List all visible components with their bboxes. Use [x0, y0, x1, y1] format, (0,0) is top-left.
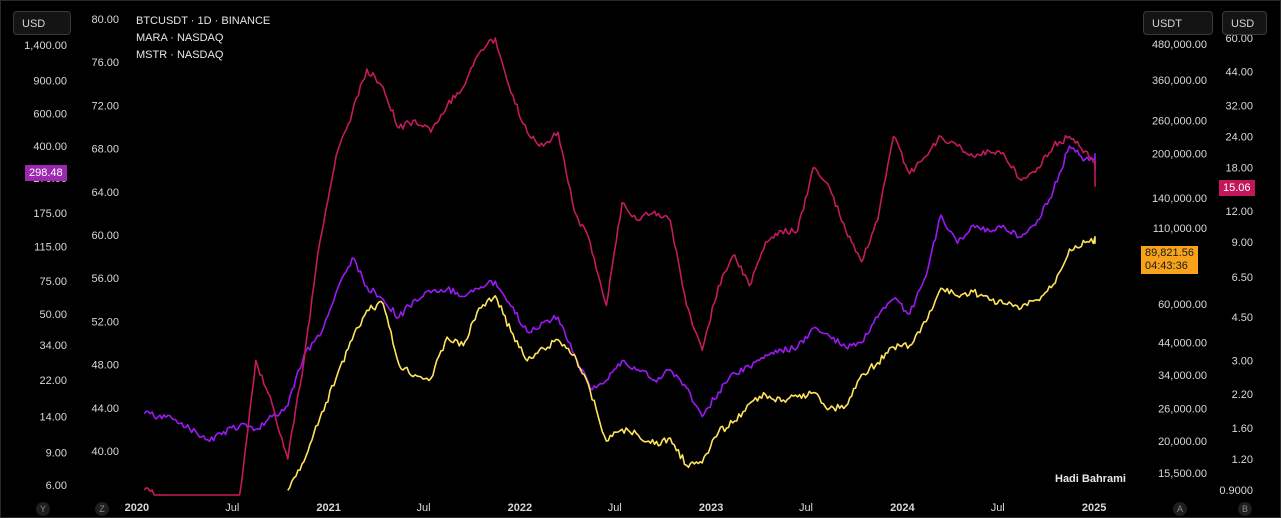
price-tick-label: 6.00	[46, 480, 67, 492]
a-axis-settings-button[interactable]: A	[1173, 502, 1187, 516]
price-tick-label: 1.20	[1232, 454, 1253, 466]
mara-last-price-badge: 15.06	[1219, 180, 1255, 196]
b-axis-settings-button[interactable]: B	[1238, 502, 1252, 516]
time-tick-label: 2021	[316, 502, 340, 514]
price-tick-label: 9.00	[46, 447, 67, 459]
price-tick-label: 14.00	[39, 412, 67, 424]
time-tick-label: 2020	[125, 502, 149, 514]
price-tick-label: 2.20	[1232, 389, 1253, 401]
series-line-btc	[287, 236, 1096, 491]
price-tick-label: 1,400.00	[24, 40, 67, 52]
price-tick-label: 34.00	[39, 340, 67, 352]
price-tick-label: 360,000.00	[1152, 75, 1207, 87]
legend-item-btc[interactable]: BTCUSDT · 1D · BINANCE	[136, 15, 271, 27]
price-tick-label: 76.00	[91, 57, 119, 69]
price-tick-label: 24.00	[1225, 132, 1253, 144]
series-lines	[143, 37, 1096, 496]
time-tick-label: 2024	[890, 502, 915, 514]
legend-item-mara[interactable]: MARA · NASDAQ	[136, 32, 224, 44]
price-tick-label: 12.00	[1225, 206, 1253, 218]
price-tick-label: 44.00	[1225, 66, 1253, 78]
price-tick-label: 68.00	[91, 144, 119, 156]
series-line-mara	[143, 37, 1096, 496]
price-tick-label: 140,000.00	[1152, 193, 1207, 205]
price-tick-label: 900.00	[33, 76, 67, 88]
price-tick-label: 60,000.00	[1158, 299, 1207, 311]
left-inner-price-axis: 80.00 76.00 72.00 68.00 64.00 60.00 56.00 52.00…	[91, 14, 119, 458]
price-tick-label: 50.00	[39, 309, 67, 321]
time-tick-label: Jul	[416, 502, 430, 514]
price-tick-label: 115.00	[34, 242, 67, 254]
price-tick-label: 72.00	[91, 100, 119, 112]
time-tick-label: 2023	[699, 502, 723, 514]
time-tick-label: Jul	[225, 502, 239, 514]
price-tick-label: 260,000.00	[1152, 116, 1207, 128]
author-watermark: Hadi Bahrami	[1055, 473, 1126, 485]
price-tick-label: 20,000.00	[1158, 436, 1207, 448]
price-tick-label: 48.00	[91, 360, 119, 372]
time-tick-label: Jul	[991, 502, 1005, 514]
price-tick-label: 52.00	[91, 316, 119, 328]
price-tick-label: 60.00	[91, 230, 119, 242]
price-tick-label: 22.00	[39, 375, 67, 387]
price-tick-label: 175.00	[33, 208, 67, 220]
time-tick-label: Jul	[608, 502, 622, 514]
time-tick-label: 2025	[1082, 502, 1106, 514]
price-tick-label: 1.60	[1232, 423, 1253, 435]
y-axis-settings-button[interactable]: Y	[36, 502, 50, 516]
price-tick-label: 34,000.00	[1158, 370, 1207, 382]
price-tick-label: 0.9000	[1219, 485, 1253, 497]
btc-last-price: 89,821.56	[1145, 247, 1194, 259]
left-outer-price-axis: 1,400.00900.00600.00400.00270.00175.0011…	[24, 40, 67, 492]
price-tick-label: 400.00	[33, 141, 67, 153]
price-tick-label: 80.00	[91, 14, 119, 26]
mstr-last-price-badge: 298.48	[25, 165, 67, 181]
price-tick-label: 480,000.00	[1152, 39, 1207, 51]
price-tick-label: 6.50	[1232, 272, 1253, 284]
price-tick-label: 26,000.00	[1158, 403, 1207, 415]
time-tick-label: 2022	[508, 502, 532, 514]
z-axis-settings-button[interactable]: Z	[95, 502, 109, 516]
right-outer-price-axis: 60.00 44.00 32.00 24.00 18.00 12.00 9.00 6.50 4.…	[1219, 33, 1253, 497]
right-axis-unit-button-usdt[interactable]: USDT	[1143, 11, 1213, 35]
price-tick-label: 110,000.00	[1153, 223, 1207, 235]
price-tick-label: 200,000.00	[1152, 148, 1207, 160]
time-axis: 2020 Jul 2021 Jul 2022 Jul 2023 Jul 2024 Jul 2025	[125, 502, 1107, 514]
price-tick-label: 9.00	[1232, 237, 1253, 249]
chart-legend: BTCUSDT · 1D · BINANCE MARA · NASDAQ MST…	[136, 13, 270, 64]
price-tick-label: 60.00	[1225, 33, 1253, 45]
price-tick-label: 18.00	[1225, 163, 1253, 175]
price-tick-label: 3.00	[1232, 355, 1253, 367]
price-tick-label: 64.00	[91, 187, 119, 199]
btc-last-price-badge: 89,821.56 04:43:36	[1141, 246, 1198, 274]
right-axis-unit-button-usd[interactable]: USD	[1222, 11, 1267, 35]
right-inner-price-axis: 480,000.00 360,000.00 260,000.00 200,000.00…	[1152, 39, 1207, 480]
price-tick-label: 40.00	[91, 446, 119, 458]
price-tick-label: 44.00	[91, 403, 119, 415]
price-tick-label: 15,500.00	[1158, 468, 1207, 480]
price-tick-label: 4.50	[1232, 312, 1253, 324]
price-tick-label: 75.00	[39, 276, 67, 288]
price-tick-label: 32.00	[1225, 101, 1253, 113]
price-tick-label: 600.00	[33, 108, 67, 120]
btc-bar-countdown: 04:43:36	[1145, 260, 1188, 272]
time-tick-label: Jul	[799, 502, 813, 514]
price-tick-label: 56.00	[91, 273, 119, 285]
price-tick-label: 44,000.00	[1158, 338, 1207, 350]
left-axis-unit-button[interactable]: USD	[13, 11, 71, 35]
legend-item-mstr[interactable]: MSTR · NASDAQ	[136, 49, 224, 61]
